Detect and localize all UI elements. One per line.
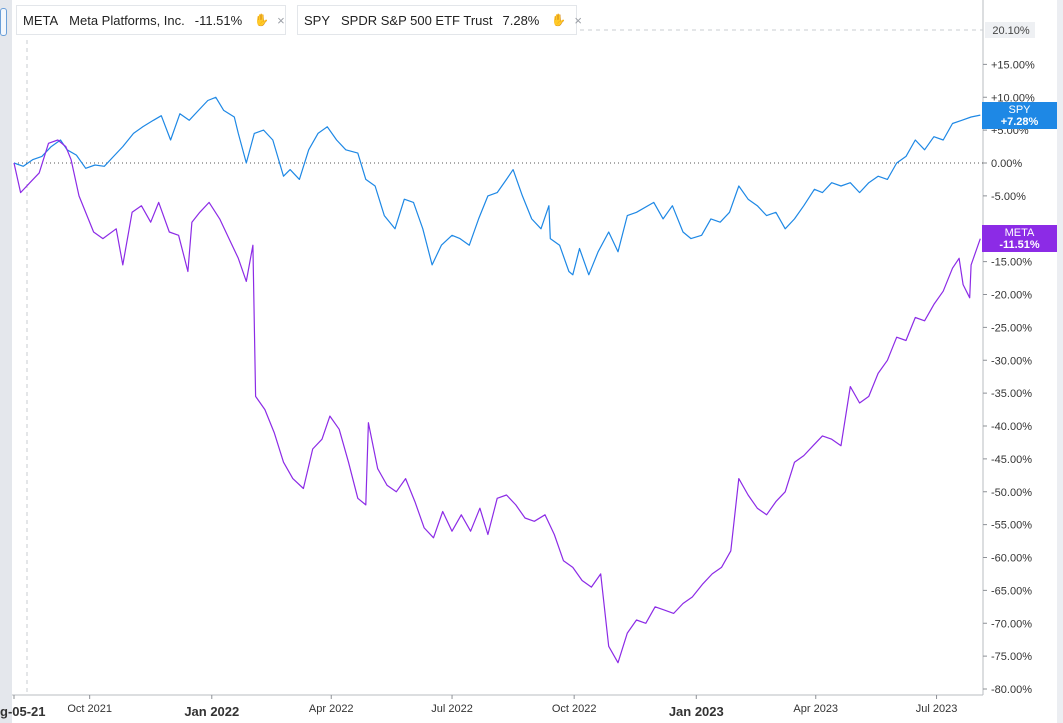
y-tick-label: 0.00% bbox=[991, 158, 1022, 170]
x-tick-label: Jan 2022 bbox=[184, 704, 239, 719]
hand-icon[interactable]: ✋ bbox=[551, 13, 567, 27]
y-tick-label: +15.00% bbox=[991, 59, 1035, 71]
y-tick-label: -55.00% bbox=[991, 520, 1032, 532]
y-tick-label: -25.00% bbox=[991, 322, 1032, 334]
series-line-spy bbox=[13, 96, 981, 276]
legend-name: Meta Platforms, Inc. bbox=[69, 12, 185, 28]
y-tick-label: -65.00% bbox=[991, 585, 1032, 597]
legend-change: 7.28% bbox=[502, 12, 540, 28]
legend-change: -11.51% bbox=[194, 12, 243, 28]
y-tick-label: -35.00% bbox=[991, 388, 1032, 400]
right-scroll-strip bbox=[1057, 0, 1063, 723]
close-icon[interactable]: × bbox=[574, 12, 582, 28]
left-frame bbox=[0, 0, 12, 723]
y-tick-label: -40.00% bbox=[991, 421, 1032, 433]
y-tick-label: -70.00% bbox=[991, 618, 1032, 630]
x-tick-label: Jan 2023 bbox=[669, 704, 724, 719]
legend-item-spy[interactable]: SPY SPDR S&P 500 ETF Trust 7.28% ✋ × bbox=[297, 5, 582, 35]
tag-symbol: SPY bbox=[1008, 104, 1031, 116]
x-tick-label: Jul 2022 bbox=[431, 703, 473, 715]
x-tick-label: Oct 2022 bbox=[552, 703, 597, 715]
close-icon[interactable]: × bbox=[277, 12, 285, 28]
spy-price-tag: SPY +7.28% bbox=[982, 102, 1057, 129]
x-tick-label: Jul 2023 bbox=[916, 703, 958, 715]
tag-symbol: META bbox=[1004, 227, 1035, 239]
legend-name: SPDR S&P 500 ETF Trust bbox=[341, 12, 493, 28]
legend-symbol: SPY bbox=[304, 12, 331, 28]
meta-price-tag: META -11.51% bbox=[982, 225, 1057, 252]
panel-handle[interactable] bbox=[0, 8, 7, 36]
y-tick-label: -45.00% bbox=[991, 454, 1032, 466]
y-tick-label: -5.00% bbox=[991, 191, 1026, 203]
series-line-meta bbox=[13, 139, 981, 664]
max-value-label: 20.10% bbox=[992, 25, 1030, 37]
y-tick-label: -15.00% bbox=[991, 257, 1032, 269]
x-tick-label: Apr 2023 bbox=[793, 703, 838, 715]
tag-value: -11.51% bbox=[999, 239, 1040, 251]
max-value-label-bg bbox=[985, 22, 1035, 38]
tag-value: +7.28% bbox=[1000, 116, 1039, 128]
y-tick-label: -20.00% bbox=[991, 290, 1032, 302]
legend-symbol: META bbox=[23, 12, 59, 28]
chart-grid bbox=[12, 0, 984, 696]
y-tick-label: -60.00% bbox=[991, 553, 1032, 565]
y-tick-label: -30.00% bbox=[991, 355, 1032, 367]
legend-item-meta[interactable]: META Meta Platforms, Inc. -11.51% ✋ × bbox=[16, 5, 286, 35]
y-tick-label: -80.00% bbox=[991, 684, 1032, 696]
x-axis: g-05-21 Oct 2021 Jan 2022 Apr 2022 Jul 2022 O… bbox=[0, 695, 957, 719]
chart-series bbox=[13, 96, 981, 664]
x-tick-label: g-05-21 bbox=[0, 704, 46, 719]
y-tick-label: +10.00% bbox=[991, 92, 1035, 104]
x-tick-label: Apr 2022 bbox=[309, 703, 354, 715]
y-tick-label: -75.00% bbox=[991, 651, 1032, 663]
y-tick-label: -50.00% bbox=[991, 487, 1032, 499]
x-tick-label: Oct 2021 bbox=[67, 703, 112, 715]
hand-icon[interactable]: ✋ bbox=[254, 13, 270, 27]
